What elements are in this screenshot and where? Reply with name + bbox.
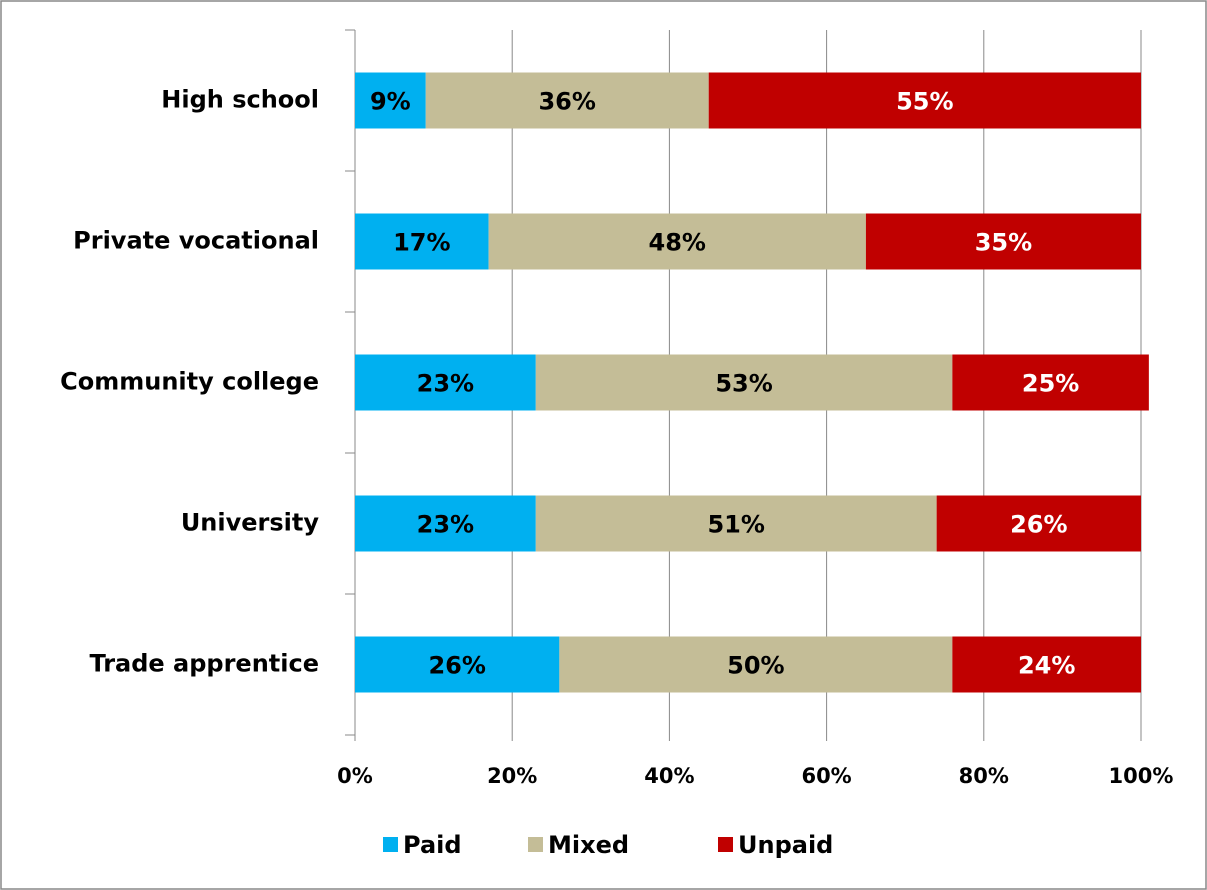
y-tick-label: High school xyxy=(161,86,319,114)
data-label: 9% xyxy=(370,88,411,116)
bar-segment xyxy=(535,354,953,411)
bar-segment xyxy=(535,495,937,552)
bar-segment xyxy=(355,354,536,411)
bar-segment xyxy=(488,213,866,270)
x-tick-label: 40% xyxy=(644,764,694,788)
data-label: 23% xyxy=(417,511,474,539)
legend-swatch xyxy=(528,837,543,852)
legend-swatch xyxy=(718,837,733,852)
bar-segment xyxy=(425,72,709,129)
y-tick-label: University xyxy=(181,509,320,537)
data-label: 36% xyxy=(538,88,595,116)
y-tick-label: Community college xyxy=(60,368,319,396)
bar-segment xyxy=(952,636,1141,693)
data-label: 53% xyxy=(715,370,772,398)
data-label: 17% xyxy=(393,229,450,257)
data-label: 51% xyxy=(707,511,764,539)
data-label: 24% xyxy=(1018,652,1075,680)
bar-segment xyxy=(708,72,1141,129)
bar-segment xyxy=(936,495,1141,552)
legend-label: Mixed xyxy=(548,831,629,859)
x-tick-label: 0% xyxy=(337,764,373,788)
bar-segment xyxy=(355,72,426,129)
x-tick-label: 80% xyxy=(959,764,1009,788)
data-label: 23% xyxy=(417,370,474,398)
data-label: 25% xyxy=(1022,370,1079,398)
bar-segment xyxy=(355,495,536,552)
y-tick-label: Trade apprentice xyxy=(89,650,319,678)
data-label: 26% xyxy=(428,652,485,680)
legend-label: Paid xyxy=(403,831,462,859)
x-tick-label: 20% xyxy=(487,764,537,788)
data-label: 26% xyxy=(1010,511,1067,539)
data-label: 55% xyxy=(896,88,953,116)
data-label: 48% xyxy=(649,229,706,257)
legend-swatch xyxy=(383,837,398,852)
x-tick-label: 60% xyxy=(801,764,851,788)
data-label: 50% xyxy=(727,652,784,680)
legend-label: Unpaid xyxy=(738,831,833,859)
y-tick-label: Private vocational xyxy=(73,227,319,255)
x-tick-label: 100% xyxy=(1109,764,1174,788)
data-label: 35% xyxy=(975,229,1032,257)
bar-segment xyxy=(952,354,1149,411)
bar-segment xyxy=(559,636,953,693)
bar-segment xyxy=(355,213,489,270)
bar-segment xyxy=(355,636,560,693)
bar-segment xyxy=(865,213,1141,270)
